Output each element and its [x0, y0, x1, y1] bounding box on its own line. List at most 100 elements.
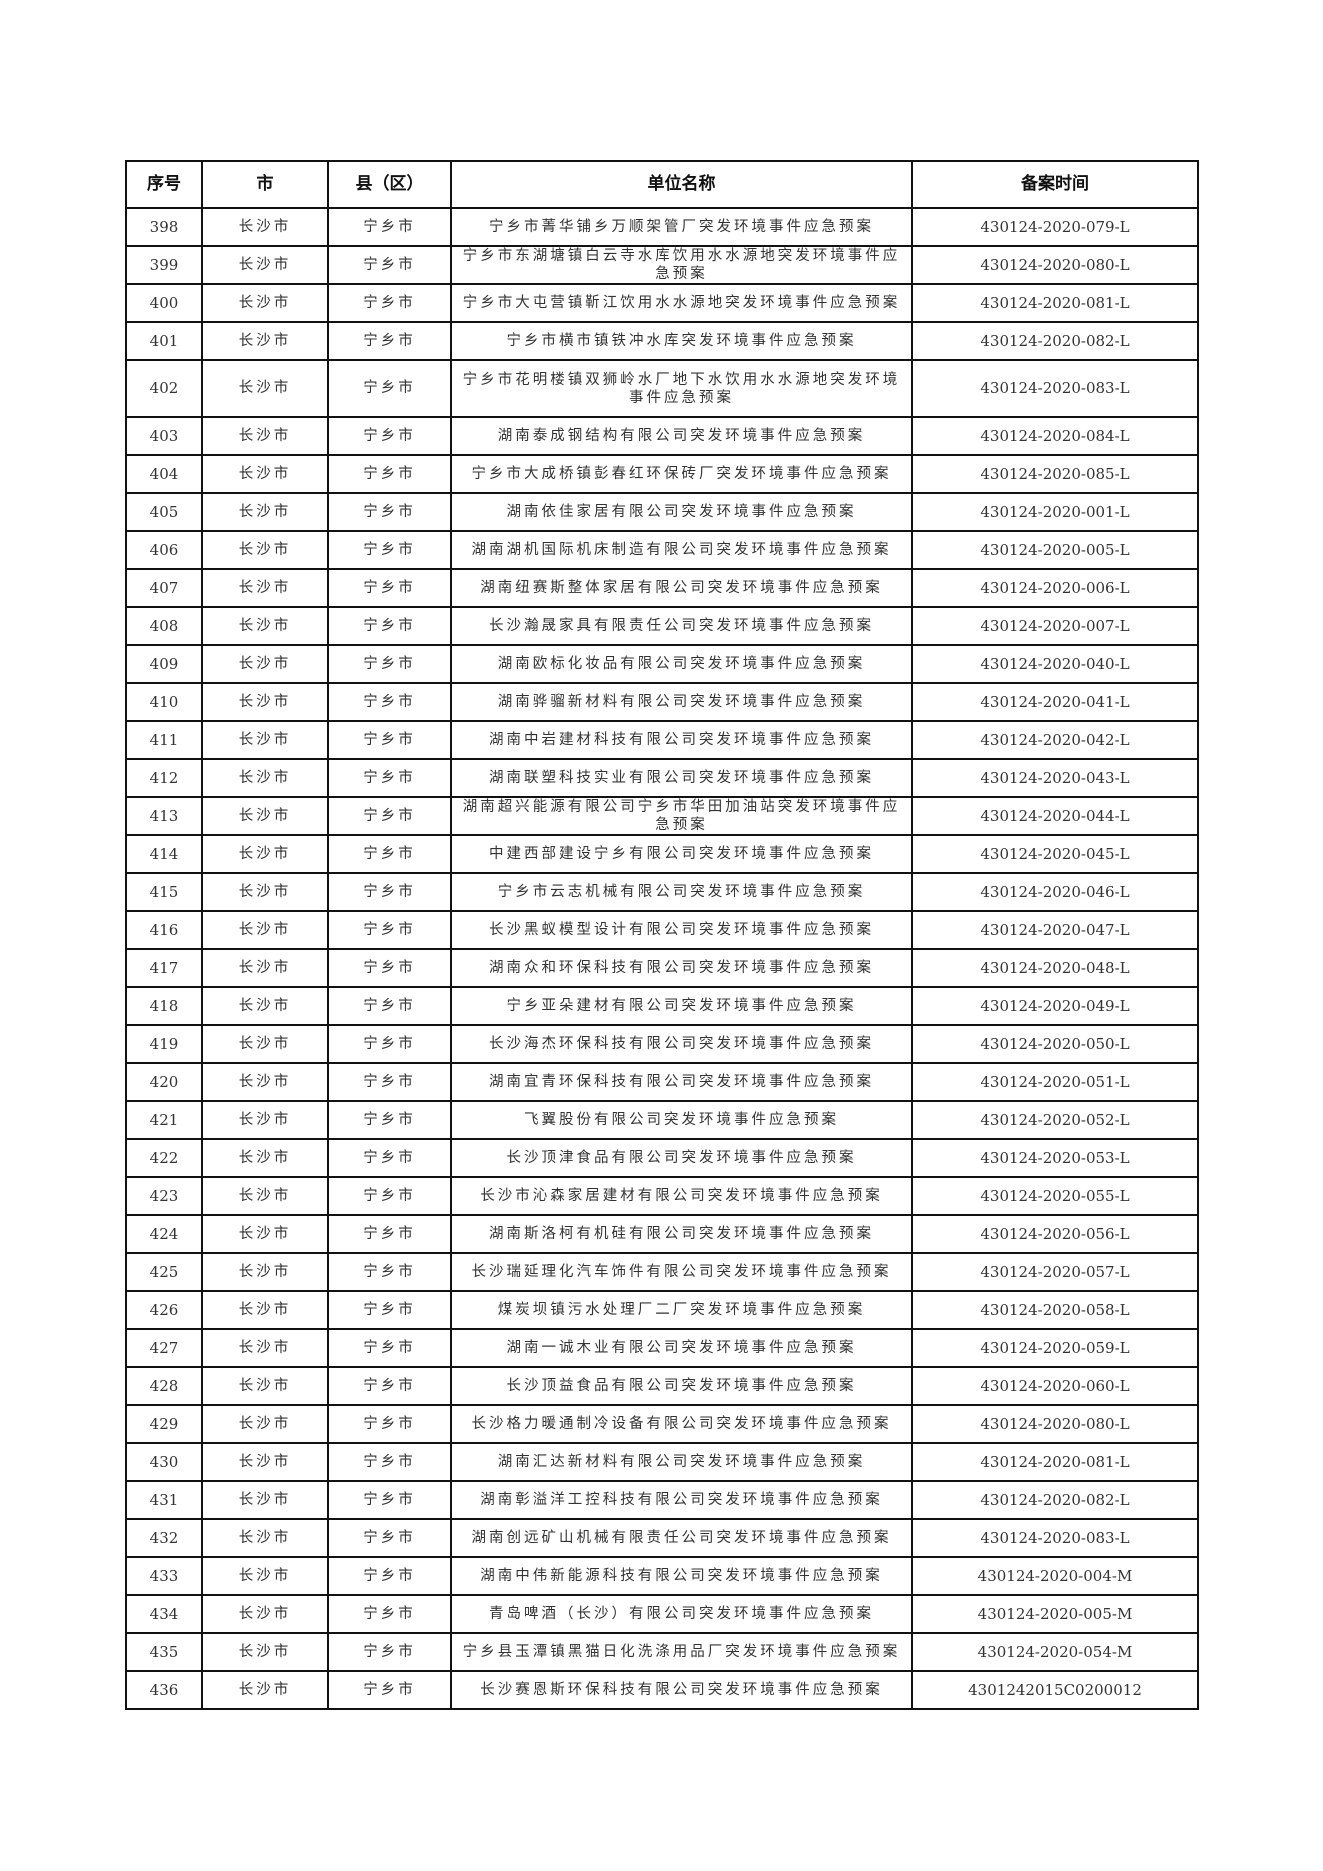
serial-no-cell: 407: [125, 568, 203, 608]
serial-no-cell: 433: [125, 1556, 203, 1596]
table-row: 410 长沙市 宁乡市 湖南骅骝新材料有限公司突发环境事件应急预案 430124-202…: [125, 682, 1199, 722]
table-row: 415 长沙市 宁乡市 宁乡市云志机械有限公司突发环境事件应急预案 430124-202…: [125, 872, 1199, 912]
city-cell: 长沙市: [201, 1062, 329, 1102]
city-cell: 长沙市: [201, 644, 329, 684]
table-row: 431 长沙市 宁乡市 湖南彰溢洋工控科技有限公司突发环境事件应急预案 430124-2…: [125, 1480, 1199, 1520]
city-cell: 长沙市: [201, 1252, 329, 1292]
table-row: 404 长沙市 宁乡市 宁乡市大成桥镇彭春红环保砖厂突发环境事件应急预案 430124-…: [125, 454, 1199, 494]
record-time-cell: 430124-2020-051-L: [911, 1062, 1199, 1102]
serial-no-cell: 420: [125, 1062, 203, 1102]
unit-name-cell: 长沙顶益食品有限公司突发环境事件应急预案: [450, 1366, 913, 1406]
city-cell: 长沙市: [201, 986, 329, 1026]
table-row: 425 长沙市 宁乡市 长沙瑞延理化汽车饰件有限公司突发环境事件应急预案 430124-…: [125, 1252, 1199, 1292]
unit-name-cell: 长沙格力暖通制冷设备有限公司突发环境事件应急预案: [450, 1404, 913, 1444]
table-row: 417 长沙市 宁乡市 湖南众和环保科技有限公司突发环境事件应急预案 430124-20…: [125, 948, 1199, 988]
serial-no-cell: 404: [125, 454, 203, 494]
city-cell: 长沙市: [201, 1024, 329, 1064]
serial-no-cell: 418: [125, 986, 203, 1026]
unit-name-cell: 长沙顶津食品有限公司突发环境事件应急预案: [450, 1138, 913, 1178]
serial-no-cell: 430: [125, 1442, 203, 1482]
unit-name-cell: 湖南依佳家居有限公司突发环境事件应急预案: [450, 492, 913, 532]
unit-name-cell: 湖南一诚木业有限公司突发环境事件应急预案: [450, 1328, 913, 1368]
record-time-cell: 430124-2020-052-L: [911, 1100, 1199, 1140]
record-time-cell: 430124-2020-055-L: [911, 1176, 1199, 1216]
serial-no-cell: 398: [125, 207, 203, 247]
table-row: 413 长沙市 宁乡市 湖南超兴能源有限公司宁乡市华田加油站突发环境事件应急预案 430…: [125, 796, 1199, 836]
serial-no-cell: 411: [125, 720, 203, 760]
record-time-cell: 430124-2020-047-L: [911, 910, 1199, 950]
table-row: 407 长沙市 宁乡市 湖南纽赛斯整体家居有限公司突发环境事件应急预案 430124-2…: [125, 568, 1199, 608]
record-time-cell: 430124-2020-048-L: [911, 948, 1199, 988]
city-cell: 长沙市: [201, 606, 329, 646]
record-time-cell: 430124-2020-082-L: [911, 321, 1199, 361]
county-cell: 宁乡市: [327, 530, 452, 570]
city-cell: 长沙市: [201, 1290, 329, 1330]
city-cell: 长沙市: [201, 1366, 329, 1406]
record-time-cell: 430124-2020-049-L: [911, 986, 1199, 1026]
county-cell: 宁乡市: [327, 758, 452, 798]
record-time-cell: 4301242015C0200012: [911, 1670, 1199, 1710]
record-time-cell: 430124-2020-054-M: [911, 1632, 1199, 1672]
serial-no-cell: 412: [125, 758, 203, 798]
county-cell: 宁乡市: [327, 1252, 452, 1292]
county-cell: 宁乡市: [327, 1062, 452, 1102]
serial-no-cell: 419: [125, 1024, 203, 1064]
county-cell: 宁乡市: [327, 796, 452, 836]
table-row: 420 长沙市 宁乡市 湖南宜青环保科技有限公司突发环境事件应急预案 430124-20…: [125, 1062, 1199, 1102]
unit-name-cell: 湖南联塑科技实业有限公司突发环境事件应急预案: [450, 758, 913, 798]
serial-no-cell: 414: [125, 834, 203, 874]
county-cell: 宁乡市: [327, 1670, 452, 1710]
unit-name-cell: 长沙瀚晟家具有限责任公司突发环境事件应急预案: [450, 606, 913, 646]
record-time-cell: 430124-2020-057-L: [911, 1252, 1199, 1292]
table-row: 428 长沙市 宁乡市 长沙顶益食品有限公司突发环境事件应急预案 430124-2020…: [125, 1366, 1199, 1406]
unit-name-cell: 宁乡市东湖塘镇白云寺水库饮用水水源地突发环境事件应急预案: [450, 245, 913, 285]
record-time-cell: 430124-2020-040-L: [911, 644, 1199, 684]
serial-no-cell: 403: [125, 416, 203, 456]
city-cell: 长沙市: [201, 1328, 329, 1368]
table-row: 421 长沙市 宁乡市 飞翼股份有限公司突发环境事件应急预案 430124-2020-0…: [125, 1100, 1199, 1140]
unit-name-cell: 湖南创远矿山机械有限责任公司突发环境事件应急预案: [450, 1518, 913, 1558]
city-cell: 长沙市: [201, 1176, 329, 1216]
county-cell: 宁乡市: [327, 644, 452, 684]
table-row: 405 长沙市 宁乡市 湖南依佳家居有限公司突发环境事件应急预案 430124-2020…: [125, 492, 1199, 532]
serial-no-cell: 432: [125, 1518, 203, 1558]
serial-no-cell: 413: [125, 796, 203, 836]
record-time-cell: 430124-2020-007-L: [911, 606, 1199, 646]
unit-name-cell: 青岛啤酒（长沙）有限公司突发环境事件应急预案: [450, 1594, 913, 1634]
city-cell: 长沙市: [201, 568, 329, 608]
record-time-cell: 430124-2020-060-L: [911, 1366, 1199, 1406]
table-row: 409 长沙市 宁乡市 湖南欧标化妆品有限公司突发环境事件应急预案 430124-202…: [125, 644, 1199, 684]
county-cell: 宁乡市: [327, 1404, 452, 1444]
table-row: 411 长沙市 宁乡市 湖南中岩建材科技有限公司突发环境事件应急预案 430124-20…: [125, 720, 1199, 760]
city-cell: 长沙市: [201, 720, 329, 760]
city-cell: 长沙市: [201, 1214, 329, 1254]
unit-name-cell: 湖南纽赛斯整体家居有限公司突发环境事件应急预案: [450, 568, 913, 608]
city-cell: 长沙市: [201, 1632, 329, 1672]
unit-name-cell: 长沙市沁森家居建材有限公司突发环境事件应急预案: [450, 1176, 913, 1216]
record-time-cell: 430124-2020-043-L: [911, 758, 1199, 798]
serial-no-cell: 400: [125, 283, 203, 323]
county-cell: 宁乡市: [327, 416, 452, 456]
county-cell: 宁乡市: [327, 606, 452, 646]
city-cell: 长沙市: [201, 416, 329, 456]
city-cell: 长沙市: [201, 1138, 329, 1178]
city-cell: 长沙市: [201, 1518, 329, 1558]
county-cell: 宁乡市: [327, 1480, 452, 1520]
record-time-cell: 430124-2020-005-L: [911, 530, 1199, 570]
county-cell: 宁乡市: [327, 948, 452, 988]
table-row: 430 长沙市 宁乡市 湖南汇达新材料有限公司突发环境事件应急预案 430124-202…: [125, 1442, 1199, 1482]
serial-no-cell: 417: [125, 948, 203, 988]
record-time-cell: 430124-2020-080-L: [911, 1404, 1199, 1444]
unit-name-cell: 湖南彰溢洋工控科技有限公司突发环境事件应急预案: [450, 1480, 913, 1520]
record-time-cell: 430124-2020-058-L: [911, 1290, 1199, 1330]
unit-name-cell: 宁乡市云志机械有限公司突发环境事件应急预案: [450, 872, 913, 912]
record-time-cell: 430124-2020-082-L: [911, 1480, 1199, 1520]
serial-no-cell: 399: [125, 245, 203, 285]
table-row: 418 长沙市 宁乡市 宁乡亚朵建材有限公司突发环境事件应急预案 430124-2020…: [125, 986, 1199, 1026]
serial-no-cell: 415: [125, 872, 203, 912]
county-cell: 宁乡市: [327, 245, 452, 285]
record-time-cell: 430124-2020-056-L: [911, 1214, 1199, 1254]
county-cell: 宁乡市: [327, 359, 452, 418]
record-time-cell: 430124-2020-084-L: [911, 416, 1199, 456]
table-row: 419 长沙市 宁乡市 长沙海杰环保科技有限公司突发环境事件应急预案 430124-20…: [125, 1024, 1199, 1064]
